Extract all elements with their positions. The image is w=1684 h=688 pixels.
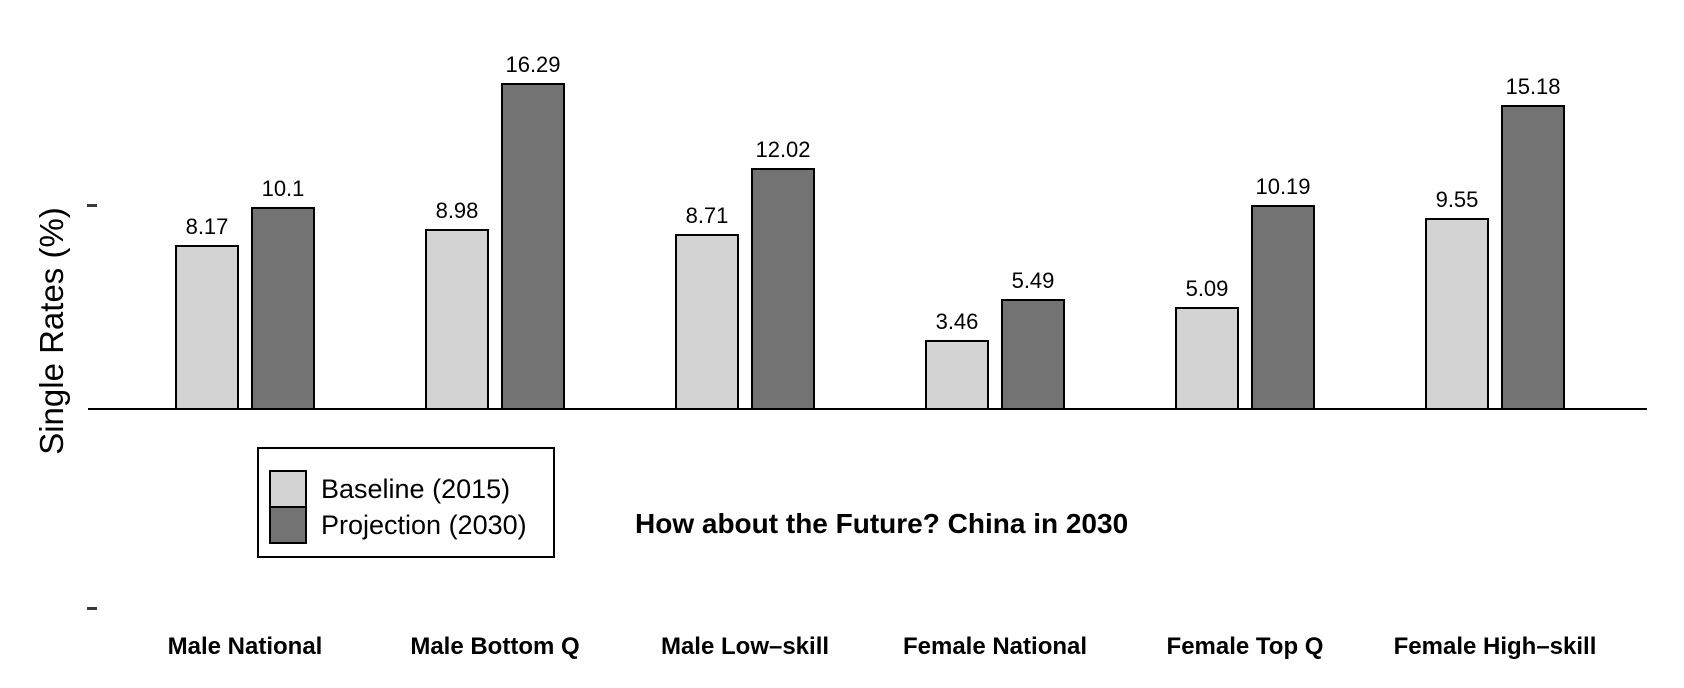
bar-baseline-male-low-skill xyxy=(675,234,739,410)
x-category-label-male-bottom-q: Male Bottom Q xyxy=(410,633,580,660)
x-axis-line xyxy=(88,408,1647,410)
value-label-projection-male-national: 10.1 xyxy=(261,176,305,201)
y-axis-title: Single Rates (%) xyxy=(33,207,70,455)
bar-projection-male-national xyxy=(251,207,315,410)
legend-rows: Baseline (2015) Projection (2030) xyxy=(269,470,527,544)
value-label-baseline-male-bottom-q: 8.98 xyxy=(435,198,479,223)
chart-legend: Baseline (2015) Projection (2030) xyxy=(257,447,555,558)
value-label-baseline-female-top-q: 5.09 xyxy=(1185,276,1229,301)
bar-projection-female-top-q xyxy=(1251,205,1315,410)
value-label-baseline-female-high-skill: 9.55 xyxy=(1435,187,1479,212)
bar-projection-male-bottom-q xyxy=(501,83,565,410)
legend-swatch-baseline xyxy=(269,470,307,508)
x-category-label-male-national: Male National xyxy=(167,633,323,660)
y-axis-tick-lower xyxy=(87,607,97,610)
legend-item-baseline: Baseline (2015) xyxy=(269,470,527,508)
bar-baseline-male-bottom-q xyxy=(425,229,489,410)
value-label-projection-male-low-skill: 12.02 xyxy=(755,137,811,162)
bar-baseline-male-national xyxy=(175,245,239,410)
x-category-label-female-top-q: Female Top Q xyxy=(1166,633,1324,660)
bar-baseline-female-national xyxy=(925,340,989,410)
value-label-projection-female-high-skill: 15.18 xyxy=(1505,74,1561,99)
value-label-baseline-male-national: 8.17 xyxy=(185,214,229,239)
legend-label-projection: Projection (2030) xyxy=(321,509,527,540)
value-label-projection-female-top-q: 10.19 xyxy=(1255,174,1311,199)
bar-projection-male-low-skill xyxy=(751,168,815,410)
value-label-baseline-male-low-skill: 8.71 xyxy=(685,203,729,228)
x-category-label-female-national: Female National xyxy=(902,633,1088,660)
x-category-label-male-low-skill: Male Low–skill xyxy=(660,633,830,660)
chart-title: How about the Future? China in 2030 xyxy=(635,508,1129,539)
value-label-baseline-female-national: 3.46 xyxy=(935,309,979,334)
legend-label-baseline: Baseline (2015) xyxy=(321,473,511,504)
value-label-projection-female-national: 5.49 xyxy=(1011,268,1055,293)
bar-projection-female-national xyxy=(1001,299,1065,410)
legend-swatch-projection xyxy=(269,506,307,544)
x-category-label-female-high-skill: Female High–skill xyxy=(1393,633,1597,660)
value-label-projection-male-bottom-q: 16.29 xyxy=(505,52,561,77)
y-axis-tick-upper xyxy=(87,204,97,207)
bar-baseline-female-top-q xyxy=(1175,307,1239,410)
legend-item-projection: Projection (2030) xyxy=(269,506,527,544)
bar-baseline-female-high-skill xyxy=(1425,218,1489,410)
bar-projection-female-high-skill xyxy=(1501,105,1565,410)
